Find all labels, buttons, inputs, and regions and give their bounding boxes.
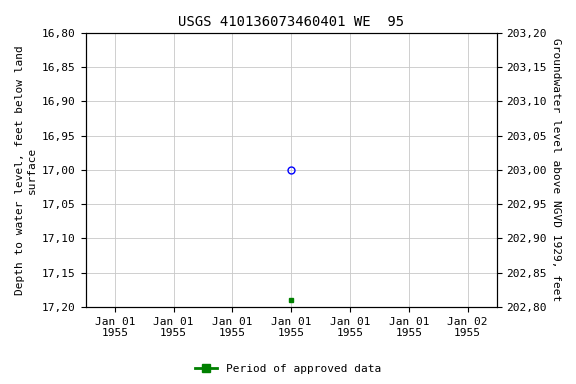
- Y-axis label: Groundwater level above NGVD 1929, feet: Groundwater level above NGVD 1929, feet: [551, 38, 561, 301]
- Y-axis label: Depth to water level, feet below land
surface: Depth to water level, feet below land su…: [15, 45, 37, 295]
- Legend: Period of approved data: Period of approved data: [191, 359, 385, 379]
- Title: USGS 410136073460401 WE  95: USGS 410136073460401 WE 95: [178, 15, 404, 29]
